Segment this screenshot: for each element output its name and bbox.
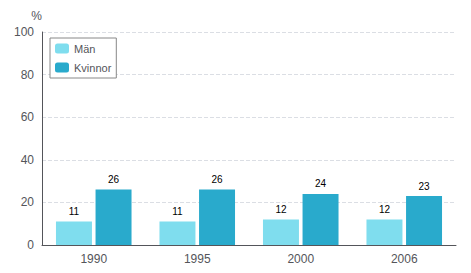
svg-text:Män: Män [74, 43, 95, 55]
svg-text:1990: 1990 [80, 252, 107, 266]
svg-text:20: 20 [21, 195, 35, 209]
svg-text:1995: 1995 [184, 252, 211, 266]
svg-text:11: 11 [172, 206, 183, 217]
svg-text:12: 12 [275, 204, 287, 215]
svg-text:2000: 2000 [287, 252, 314, 266]
svg-text:12: 12 [379, 204, 391, 215]
svg-text:26: 26 [211, 174, 223, 185]
svg-text:0: 0 [27, 238, 34, 252]
svg-text:40: 40 [21, 153, 35, 167]
svg-text:80: 80 [21, 68, 35, 82]
svg-text:2006: 2006 [391, 252, 418, 266]
svg-text:100: 100 [14, 25, 34, 39]
svg-text:26: 26 [108, 174, 120, 185]
svg-text:11: 11 [69, 206, 80, 217]
svg-text:Kvinnor: Kvinnor [74, 62, 112, 74]
svg-text:24: 24 [315, 178, 327, 189]
svg-text:%: % [31, 9, 42, 23]
svg-text:60: 60 [21, 110, 35, 124]
svg-text:23: 23 [418, 181, 430, 192]
